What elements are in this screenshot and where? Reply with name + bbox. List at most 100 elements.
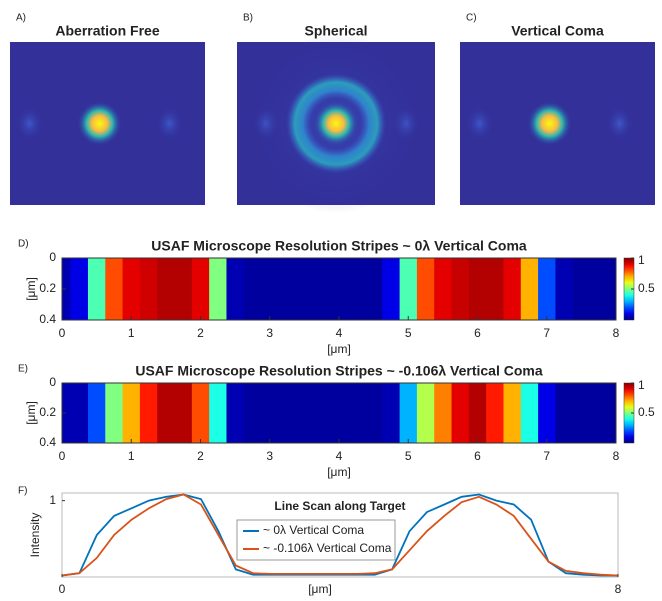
x-tick-label: 3 xyxy=(266,449,273,463)
x-tick-label: 5 xyxy=(405,449,412,463)
x-axis-label: [μm] xyxy=(308,582,332,596)
heat-cell xyxy=(521,383,539,443)
x-axis-label: [μm] xyxy=(327,465,351,479)
y-tick-label: 0.2 xyxy=(39,281,56,295)
panel-label: F) xyxy=(18,486,27,497)
legend-label: ~ -0.106λ Vertical Coma xyxy=(263,541,392,555)
x-tick-label: 2 xyxy=(197,449,204,463)
heat-cell xyxy=(365,258,383,320)
heat-cell xyxy=(538,258,556,320)
heat-cell xyxy=(105,383,123,443)
image-title: Vertical Coma xyxy=(511,23,604,39)
heat-cell xyxy=(348,383,366,443)
x-tick-label: 2 xyxy=(197,326,204,340)
y-tick-label: 0 xyxy=(49,250,56,264)
x-tick-label: 3 xyxy=(266,326,273,340)
colorbar-tick-label: 0.5 xyxy=(638,281,655,295)
heat-cell xyxy=(382,383,400,443)
heat-cell xyxy=(452,383,470,443)
heat-cell xyxy=(175,383,193,443)
heat-cell xyxy=(278,258,296,320)
panel-label: C) xyxy=(466,13,477,24)
heat-cell xyxy=(590,383,608,443)
x-tick-label: 0 xyxy=(59,326,66,340)
panel-label: D) xyxy=(18,239,29,250)
x-tick-label: 7 xyxy=(543,449,550,463)
heat-cell xyxy=(123,383,141,443)
image-title: Aberration Free xyxy=(55,23,159,39)
y-tick-label: 0.2 xyxy=(39,405,56,419)
heat-cell xyxy=(521,258,539,320)
heat-cell xyxy=(330,258,348,320)
heat-cell xyxy=(330,383,348,443)
heat-cell xyxy=(88,383,106,443)
psf-spot xyxy=(314,102,358,146)
heat-cell xyxy=(261,383,279,443)
x-tick-label: 8 xyxy=(613,326,620,340)
heat-cell xyxy=(434,383,452,443)
heat-cell xyxy=(71,258,89,320)
heat-cell xyxy=(555,383,573,443)
heat-cell xyxy=(226,383,244,443)
heat-cell xyxy=(209,258,227,320)
heat-cell xyxy=(573,383,591,443)
x-tick-label: 6 xyxy=(474,326,481,340)
heat-cell xyxy=(607,258,616,320)
heat-cell xyxy=(123,258,141,320)
y-tick-label: 0.4 xyxy=(39,312,56,326)
heat-cell xyxy=(607,383,616,443)
x-tick-label: 1 xyxy=(128,449,135,463)
psf-spot xyxy=(528,102,572,146)
heat-cell xyxy=(88,258,106,320)
heat-cell xyxy=(590,258,608,320)
heat-cell xyxy=(278,383,296,443)
heat-cell xyxy=(400,258,418,320)
y-axis-label: Intensity xyxy=(28,513,42,558)
heat-cell xyxy=(452,258,470,320)
panel-label: E) xyxy=(18,364,28,375)
heat-cell xyxy=(296,383,314,443)
heat-cell xyxy=(175,258,193,320)
y-axis-label: [μm] xyxy=(24,277,38,301)
x-tick-label: 4 xyxy=(336,326,343,340)
panel-label: B) xyxy=(243,13,253,24)
x-tick-label: 0 xyxy=(59,582,66,596)
page: {"chart_data":[ {"type":"image","panel":… xyxy=(0,0,662,601)
psf-spot xyxy=(78,102,122,146)
heat-cell xyxy=(417,383,435,443)
side-lobe xyxy=(606,106,634,142)
x-tick-label: 8 xyxy=(613,449,620,463)
x-tick-label: 6 xyxy=(474,449,481,463)
heat-cell xyxy=(105,258,123,320)
side-lobe xyxy=(156,106,184,142)
x-tick-label: 0 xyxy=(59,449,66,463)
heat-cell xyxy=(486,383,504,443)
heat-cell xyxy=(157,383,175,443)
x-tick-label: 5 xyxy=(405,326,412,340)
panel-label: A) xyxy=(16,13,26,24)
side-lobe xyxy=(16,106,44,142)
heatmap-title: USAF Microscope Resolution Stripes ~ -0.… xyxy=(135,363,543,379)
side-lobe xyxy=(466,106,494,142)
heat-cell xyxy=(573,258,591,320)
heat-cell xyxy=(417,258,435,320)
heat-cell xyxy=(313,258,331,320)
heat-cell xyxy=(244,258,262,320)
y-axis-label: [μm] xyxy=(24,401,38,425)
heat-cell xyxy=(486,258,504,320)
heat-cell xyxy=(192,258,210,320)
heat-cell xyxy=(538,383,556,443)
heat-cell xyxy=(192,383,210,443)
colorbar-tick-label: 0.5 xyxy=(638,405,655,419)
heat-cell xyxy=(226,258,244,320)
y-tick-label: 0 xyxy=(49,375,56,389)
heat-cell xyxy=(209,383,227,443)
legend-label: ~ 0λ Vertical Coma xyxy=(263,523,364,537)
figure: A)Aberration FreeB)SphericalC)Vertical C… xyxy=(0,0,662,601)
heat-cell xyxy=(71,383,89,443)
y-tick-label: 1 xyxy=(49,493,56,507)
heat-cell xyxy=(503,258,521,320)
heat-cell xyxy=(157,258,175,320)
heat-cell xyxy=(469,383,487,443)
x-tick-label: 1 xyxy=(128,326,135,340)
